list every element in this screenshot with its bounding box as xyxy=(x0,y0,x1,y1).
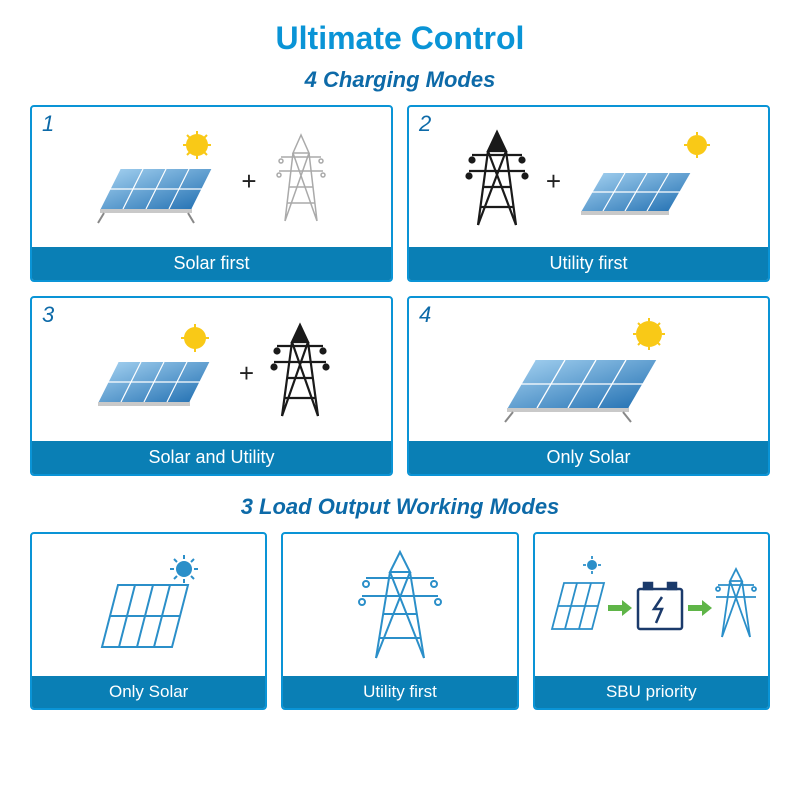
load-card-1: Only Solar xyxy=(30,532,267,710)
solar-panel-icon xyxy=(489,316,689,431)
tower-solid-icon xyxy=(268,322,333,425)
card-label: Solar and Utility xyxy=(32,441,391,474)
card-label: Only Solar xyxy=(32,676,265,708)
solar-panel-icon xyxy=(92,131,227,231)
main-title: Ultimate Control xyxy=(30,20,770,57)
card-number: 2 xyxy=(419,111,431,137)
tower-solid-icon xyxy=(462,129,532,234)
charging-card-1: 1 + xyxy=(30,105,393,282)
card-label: Solar first xyxy=(32,247,391,280)
load-modes-grid: Only Solar Utility f xyxy=(30,532,770,710)
load-subtitle: 3 Load Output Working Modes xyxy=(30,494,770,520)
charging-card-3: 3 + xyxy=(30,296,393,476)
plus-icon: + xyxy=(239,358,254,389)
solar-panel-icon xyxy=(575,131,715,231)
charging-modes-grid: 1 + xyxy=(30,105,770,476)
load-card-3: SBU priority xyxy=(533,532,770,710)
plus-icon: + xyxy=(241,166,256,197)
card-label: Only Solar xyxy=(409,441,768,474)
tower-outline-icon xyxy=(271,131,331,231)
card-number: 3 xyxy=(42,302,54,328)
charging-card-2: 2 + xyxy=(407,105,770,282)
card-label: Utility first xyxy=(283,676,516,708)
tower-line-icon xyxy=(350,548,450,668)
charging-card-4: 4 Only Solar xyxy=(407,296,770,476)
solar-panel-icon xyxy=(90,324,225,424)
card-label: SBU priority xyxy=(535,676,768,708)
card-number: 1 xyxy=(42,111,54,137)
plus-icon: + xyxy=(546,166,561,197)
card-number: 4 xyxy=(419,302,431,328)
card-label: Utility first xyxy=(409,247,768,280)
sbu-combo-icon xyxy=(544,551,759,666)
charging-subtitle: 4 Charging Modes xyxy=(30,67,770,93)
load-card-2: Utility first xyxy=(281,532,518,710)
solar-line-icon xyxy=(84,551,214,666)
